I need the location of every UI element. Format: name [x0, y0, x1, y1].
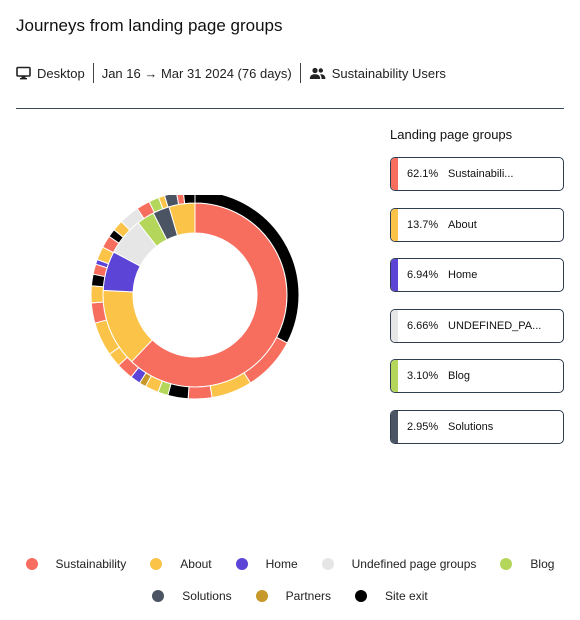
landing-group-color-bar [391, 309, 398, 342]
legend-swatch [355, 590, 368, 602]
landing-group-card[interactable]: 62.1% Sustainabili... [390, 157, 564, 191]
device-filter[interactable]: Desktop [16, 62, 85, 84]
landing-group-card[interactable]: 2.95% Solutions [390, 409, 564, 444]
landing-group-color-bar [391, 360, 398, 392]
legend-label: Undefined page groups [351, 557, 477, 571]
legend-item[interactable]: Site exit [355, 588, 428, 604]
landing-group-color-bar [391, 158, 398, 190]
legend-row: Sustainability About Home Undefined page gr… [0, 556, 580, 572]
legend-item[interactable]: About [150, 556, 212, 572]
landing-group-name: Blog [448, 370, 471, 382]
landing-group-card[interactable]: 6.94% Home [390, 258, 564, 292]
landing-group-card[interactable]: 6.66% UNDEFINED_PA... [390, 308, 564, 343]
landing-group-percent: 62.1% [407, 168, 439, 180]
landing-group-percent: 13.7% [407, 218, 439, 231]
sunburst-segment-site-exit[interactable] [167, 383, 190, 400]
legend-item[interactable]: Sustainability [25, 556, 127, 572]
filter-separator [92, 63, 94, 83]
legend-label: About [180, 557, 212, 571]
legend-swatch [500, 558, 513, 570]
landing-group-percent: 6.66% [407, 319, 439, 332]
monitor-icon [16, 66, 31, 80]
landing-group-percent: 3.10% [407, 370, 439, 382]
device-filter-label: Desktop [37, 65, 85, 81]
legend-swatch [235, 558, 248, 570]
landing-group-percent: 2.95% [407, 420, 439, 433]
legend-label: Site exit [385, 589, 428, 603]
legend-item[interactable]: Blog [500, 556, 554, 572]
legend-swatch [150, 558, 163, 570]
landing-group-color-bar [391, 259, 398, 291]
legend-label: Blog [530, 557, 555, 571]
landing-groups-list: 62.1% Sustainabili... 13.7% About 6.94% Home 6… [390, 157, 564, 460]
journey-sunburst-chart [90, 195, 300, 400]
landing-group-name: UNDEFINED_PA... [448, 319, 542, 332]
filter-bar: Desktop Jan 16 → Mar 31 2024 (76 days) S… [16, 62, 446, 84]
date-range-filter[interactable]: Jan 16 → Mar 31 2024 (76 days) [102, 62, 292, 84]
users-icon [309, 67, 326, 79]
sunburst-segment-site-exit[interactable] [183, 195, 196, 205]
page-title: Journeys from landing page groups [16, 16, 283, 35]
filter-separator [299, 63, 301, 83]
header-divider [16, 108, 564, 109]
landing-group-percent: 6.94% [407, 269, 439, 281]
sunburst-segment-sustainability[interactable] [187, 385, 213, 400]
segment-filter-label: Sustainability Users [331, 65, 446, 81]
landing-group-name: Solutions [448, 420, 494, 433]
legend-label: Partners [285, 589, 332, 603]
legend-swatch [321, 558, 334, 570]
legend-label: Home [265, 557, 298, 571]
legend-label: Sustainability [55, 557, 127, 571]
legend-swatch [25, 558, 38, 570]
legend-swatch [255, 590, 268, 602]
landing-group-name: Home [448, 269, 478, 281]
legend-label: Solutions [182, 589, 232, 603]
legend-row: Solutions Partners Site exit [0, 588, 580, 604]
date-range-label: Jan 16 → Mar 31 2024 (76 days) [101, 65, 292, 81]
landing-group-name: About [448, 218, 477, 231]
landing-groups-title: Landing page groups [390, 127, 513, 142]
landing-group-card[interactable]: 3.10% Blog [390, 359, 564, 393]
legend-item[interactable]: Partners [255, 588, 332, 604]
segment-filter[interactable]: Sustainability Users [309, 62, 446, 84]
landing-group-name: Sustainabili... [448, 168, 514, 180]
legend-item[interactable]: Solutions [152, 588, 232, 604]
landing-group-color-bar [391, 410, 398, 443]
sunburst-segment-about[interactable] [90, 285, 104, 304]
legend-item[interactable]: Undefined page groups [321, 556, 477, 572]
landing-group-card[interactable]: 13.7% About [390, 207, 564, 242]
landing-group-color-bar [391, 208, 398, 241]
legend-swatch [152, 590, 165, 602]
legend-item[interactable]: Home [235, 556, 298, 572]
